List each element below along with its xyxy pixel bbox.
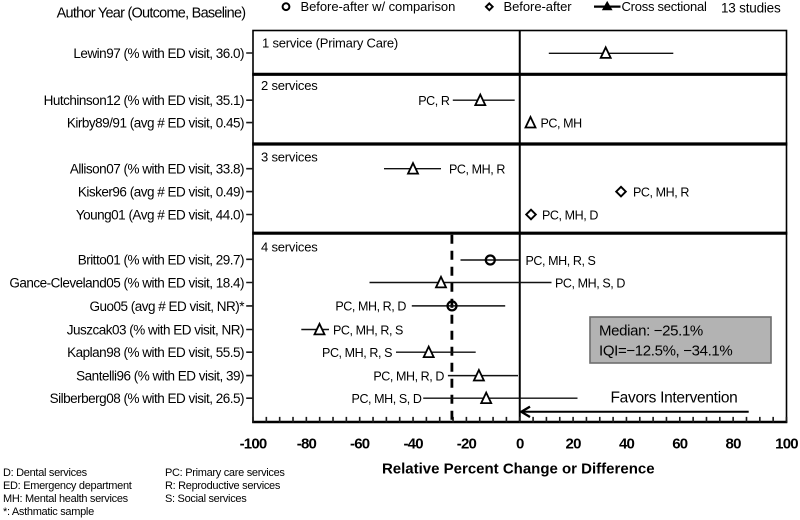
svg-text:Young01 (Avg # ED visit, 44.0: Young01 (Avg # ED visit, 44.0): [76, 208, 244, 223]
svg-text:PC, MH, R, S: PC, MH, R, S: [322, 346, 392, 360]
svg-text:3 services: 3 services: [261, 150, 318, 165]
svg-text:PC, MH, R: PC, MH, R: [449, 163, 505, 177]
svg-text:MH: Mental health services: MH: Mental health services: [3, 493, 129, 505]
svg-text:13 studies: 13 studies: [721, 1, 781, 16]
svg-text:0: 0: [516, 436, 524, 453]
svg-text:Median: −25.1%: Median: −25.1%: [599, 323, 703, 340]
svg-text:Kirby89/91 (avg # ED visit, 0.: Kirby89/91 (avg # ED visit, 0.45): [67, 116, 244, 131]
svg-text:Gance-Cleveland05 (% with ED v: Gance-Cleveland05 (% with ED visit, 18.4…: [9, 276, 244, 291]
svg-text:-60: -60: [350, 436, 370, 453]
svg-text:Before-after w/ comparison: Before-after w/ comparison: [301, 0, 456, 14]
svg-text:PC, MH, R: PC, MH, R: [633, 185, 689, 199]
svg-text:Britto01 (% with ED visit, 29.: Britto01 (% with ED visit, 29.7): [78, 252, 244, 267]
svg-text:-20: -20: [457, 436, 477, 453]
svg-text:-100: -100: [240, 436, 267, 453]
svg-text:PC: Primary care services: PC: Primary care services: [165, 467, 285, 479]
svg-text:S: Social services: S: Social services: [165, 493, 247, 505]
svg-text:20: 20: [566, 436, 582, 453]
svg-text:PC, R: PC, R: [418, 94, 450, 108]
svg-text:PC, MH, R, S: PC, MH, R, S: [333, 323, 403, 337]
svg-text:*: Asthmatic sample: *: Asthmatic sample: [3, 506, 94, 518]
svg-text:Kisker96 (avg # ED visit, 0.49: Kisker96 (avg # ED visit, 0.49): [78, 185, 244, 200]
svg-text:PC, MH, D: PC, MH, D: [542, 208, 598, 222]
svg-text:PC, MH: PC, MH: [541, 116, 583, 130]
svg-text:Silberberg08 (% with ED visit,: Silberberg08 (% with ED visit, 26.5): [50, 391, 244, 406]
svg-text:PC, MH, S, D: PC, MH, S, D: [555, 276, 625, 290]
svg-text:Lewin97 (% with ED visit, 36.0: Lewin97 (% with ED visit, 36.0): [73, 46, 244, 61]
svg-text:1 service (Primary Care): 1 service (Primary Care): [262, 36, 398, 51]
svg-text:Favors Intervention: Favors Intervention: [611, 390, 738, 407]
svg-text:PC, MH, R, D: PC, MH, R, D: [373, 369, 444, 383]
svg-text:Allison07 (% with ED visit, 3: Allison07 (% with ED visit, 33.8): [70, 162, 244, 177]
svg-text:Before-after: Before-after: [504, 0, 573, 14]
svg-text:2 services: 2 services: [261, 78, 318, 93]
svg-text:Relative Percent Change or Dif: Relative Percent Change or Difference: [382, 461, 655, 478]
svg-text:100: 100: [775, 436, 798, 453]
svg-text:Juszcak03 (% with ED visit, NR: Juszcak03 (% with ED visit, NR): [67, 323, 244, 338]
svg-text:R: Reproductive services: R: Reproductive services: [165, 480, 281, 492]
svg-text:60: 60: [672, 436, 688, 453]
svg-text:ED: Emergency department: ED: Emergency department: [3, 480, 132, 492]
svg-text:Hutchinson12 (% with ED visit,: Hutchinson12 (% with ED visit, 35.1): [44, 93, 244, 108]
svg-text:PC, MH, R, S: PC, MH, R, S: [526, 254, 596, 268]
svg-text:PC, MH, R, D: PC, MH, R, D: [335, 300, 406, 314]
svg-text:PC, MH, S, D: PC, MH, S, D: [352, 392, 422, 406]
svg-text:4 services: 4 services: [261, 240, 318, 255]
svg-text:Guo05 (avg # ED visit, NR)*: Guo05 (avg # ED visit, NR)*: [89, 299, 245, 314]
svg-text:Cross sectional: Cross sectional: [622, 0, 707, 14]
svg-text:-80: -80: [297, 436, 317, 453]
svg-text:D: Dental services: D: Dental services: [3, 467, 88, 479]
svg-text:Author Year (Outcome, Baseline: Author Year (Outcome, Baseline): [57, 6, 246, 22]
svg-text:Kaplan98 (% with ED visit, 55.: Kaplan98 (% with ED visit, 55.5): [67, 345, 244, 360]
svg-text:-40: -40: [403, 436, 423, 453]
svg-text:80: 80: [726, 436, 742, 453]
svg-text:Santelli96 (% with ED visit, 3: Santelli96 (% with ED visit, 39): [76, 369, 244, 384]
svg-text:40: 40: [619, 436, 635, 453]
svg-text:IQI=−12.5%, −34.1%: IQI=−12.5%, −34.1%: [599, 343, 732, 360]
